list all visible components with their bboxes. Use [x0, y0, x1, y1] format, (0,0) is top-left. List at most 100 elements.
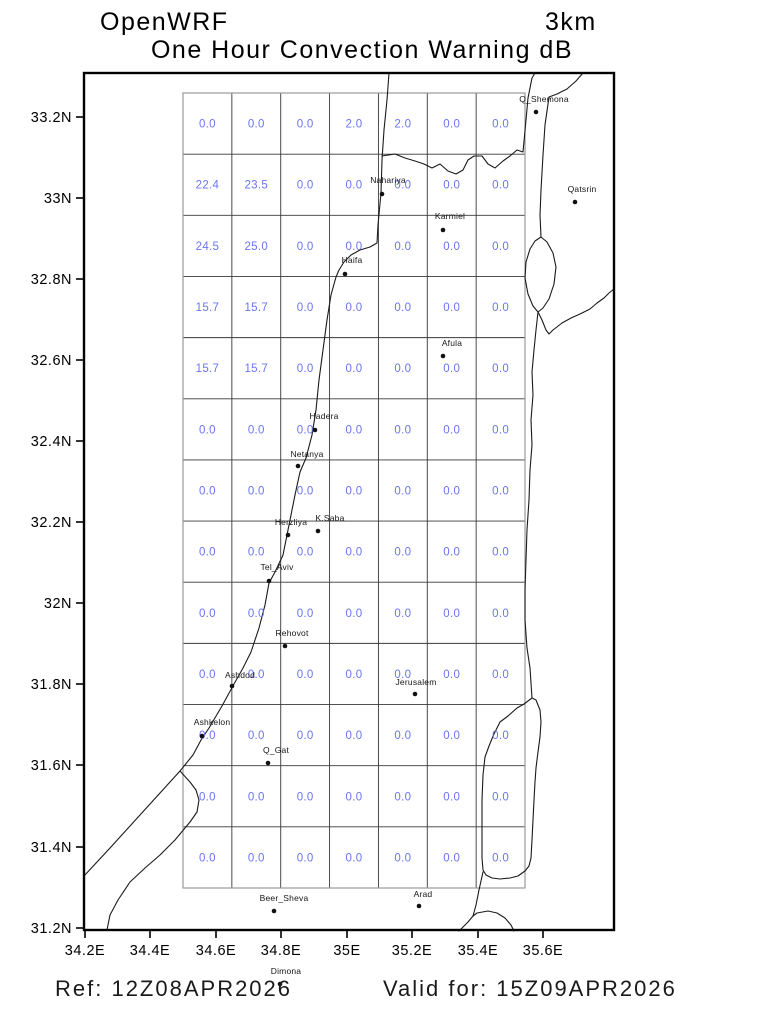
- x-tick-label: 35.2E: [392, 943, 432, 959]
- city-dot-Jerusalem: [412, 691, 418, 697]
- city-dot-Nahariya: [379, 191, 385, 197]
- grid-value: 0.0: [199, 852, 216, 864]
- grid-value: 0.0: [297, 424, 314, 436]
- city-label-Netanya: Netanya: [290, 449, 323, 459]
- city-label-Tel_Aviv: Tel_Aviv: [260, 562, 294, 572]
- city-markers: Q_Shemona Qatsrin Nahariya Karmiel Haifa Aful…: [194, 94, 597, 987]
- grid-value: 0.0: [248, 791, 265, 803]
- model-title: OpenWRF: [100, 8, 229, 36]
- grid-value: 2.0: [346, 119, 363, 131]
- grid-value: 0.0: [297, 669, 314, 681]
- grid-value: 0.0: [443, 119, 460, 131]
- y-tick-label: 32N: [44, 596, 72, 612]
- grid-value: 0.0: [443, 486, 460, 498]
- x-tick-label: 35E: [333, 943, 360, 959]
- grid-value: 0.0: [297, 241, 314, 253]
- grid-value: 0.0: [346, 852, 363, 864]
- grid-value: 0.0: [297, 302, 314, 314]
- grid-value: 0.0: [443, 241, 460, 253]
- grid-value: 0.0: [394, 302, 411, 314]
- grid-value: 0.0: [443, 180, 460, 192]
- grid-value: 0.0: [492, 547, 509, 559]
- grid-value: 0.0: [394, 486, 411, 498]
- city-label-Dimona: Dimona: [271, 966, 302, 976]
- city-label-Arad: Arad: [414, 889, 433, 899]
- grid-value: 2.0: [394, 119, 411, 131]
- value-grid-lines: [182, 92, 526, 889]
- city-dot-Beer_Sheva: [271, 908, 277, 914]
- x-tick-label: 34.2E: [65, 943, 105, 959]
- y-tick-label: 32.6N: [31, 353, 72, 369]
- city-dot-Haifa: [342, 271, 348, 277]
- grid-values: 0.0 0.0 0.0 2.0 2.0 0.0 0.0 22.4 23.5 0.0 0.0 0.0 0.…: [196, 119, 509, 865]
- y-tick-label: 31.6N: [31, 758, 72, 774]
- city-dot-Karmiel: [440, 227, 446, 233]
- axes: 33.2N 33N 32.8N 32.6N 32.4N 32.2N 32N 31.8N 31.6…: [31, 71, 616, 959]
- y-tick-label: 31.2N: [31, 921, 72, 937]
- grid-value: 0.0: [199, 486, 216, 498]
- grid-value: 0.0: [248, 486, 265, 498]
- grid-value: 23.5: [244, 180, 268, 192]
- grid-value: 0.0: [443, 608, 460, 620]
- grid-value: 0.0: [346, 424, 363, 436]
- grid-value: 0.0: [492, 180, 509, 192]
- grid-value: 0.0: [297, 363, 314, 375]
- grid-outer-border: [182, 92, 526, 889]
- city-label-Jerusalem: Jerusalem: [395, 677, 436, 687]
- grid-value: 22.4: [196, 180, 220, 192]
- grid-value: 0.0: [248, 424, 265, 436]
- grid-value: 0.0: [394, 363, 411, 375]
- grid-value: 0.0: [346, 363, 363, 375]
- grid-value: 0.0: [248, 608, 265, 620]
- y-tick-label: 32.4N: [31, 434, 72, 450]
- grid-value: 15.7: [244, 363, 268, 375]
- y-tick-label: 32.2N: [31, 515, 72, 531]
- grid-value: 0.0: [492, 241, 509, 253]
- city-dot-Netanya: [295, 463, 301, 469]
- city-dot-Ashdod: [229, 683, 235, 689]
- plot-frame: [82, 71, 616, 932]
- city-label-Ashkelon: Ashkelon: [194, 717, 231, 727]
- y-tick-label: 31.8N: [31, 677, 72, 693]
- grid-value: 0.0: [346, 730, 363, 742]
- city-label-Qatsrin: Qatsrin: [568, 184, 597, 194]
- grid-value: 0.0: [297, 730, 314, 742]
- y-tick-label: 33N: [44, 191, 72, 207]
- y-tick-label: 32.8N: [31, 272, 72, 288]
- grid-value: 0.0: [346, 669, 363, 681]
- map-outline-lebanon-border-west: [381, 72, 536, 175]
- grid-value: 0.0: [394, 669, 411, 681]
- city-label-Q_Shemona: Q_Shemona: [519, 94, 569, 104]
- grid-value: 0.0: [346, 180, 363, 192]
- reference-time: Ref: 12Z08APR2026: [55, 976, 292, 1001]
- grid-value: 0.0: [297, 547, 314, 559]
- grid-value: 25.0: [244, 241, 268, 253]
- grid-value: 0.0: [443, 302, 460, 314]
- grid-value: 0.0: [492, 363, 509, 375]
- grid-value: 0.0: [248, 119, 265, 131]
- grid-value: 0.0: [443, 730, 460, 742]
- grid-value: 0.0: [492, 791, 509, 803]
- city-dot-Tel_Aviv: [266, 578, 272, 584]
- map-outline-gaza-east-border: [106, 770, 200, 931]
- y-tick-label: 31.4N: [31, 840, 72, 856]
- city-label-Rehovot: Rehovot: [275, 628, 308, 638]
- grid-value: 0.0: [297, 119, 314, 131]
- grid-value: 0.0: [248, 730, 265, 742]
- map-outline-mediterranean-coast: [83, 72, 390, 877]
- grid-value: 0.0: [297, 791, 314, 803]
- grid-value: 0.0: [297, 180, 314, 192]
- city-dot-Q_Shemona: [533, 109, 539, 115]
- city-label-Hadera: Hadera: [309, 411, 338, 421]
- city-label-Beer_Sheva: Beer_Sheva: [260, 893, 309, 903]
- grid-value: 0.0: [492, 424, 509, 436]
- grid-value: 0.0: [248, 669, 265, 681]
- city-dot-K.Saba: [315, 528, 321, 534]
- grid-value: 0.0: [394, 852, 411, 864]
- grid-value: 0.0: [394, 791, 411, 803]
- x-tick-label: 35.6E: [523, 943, 563, 959]
- grid-value: 24.5: [196, 241, 220, 253]
- grid-value: 0.0: [443, 547, 460, 559]
- y-tick-label: 33.2N: [31, 110, 72, 126]
